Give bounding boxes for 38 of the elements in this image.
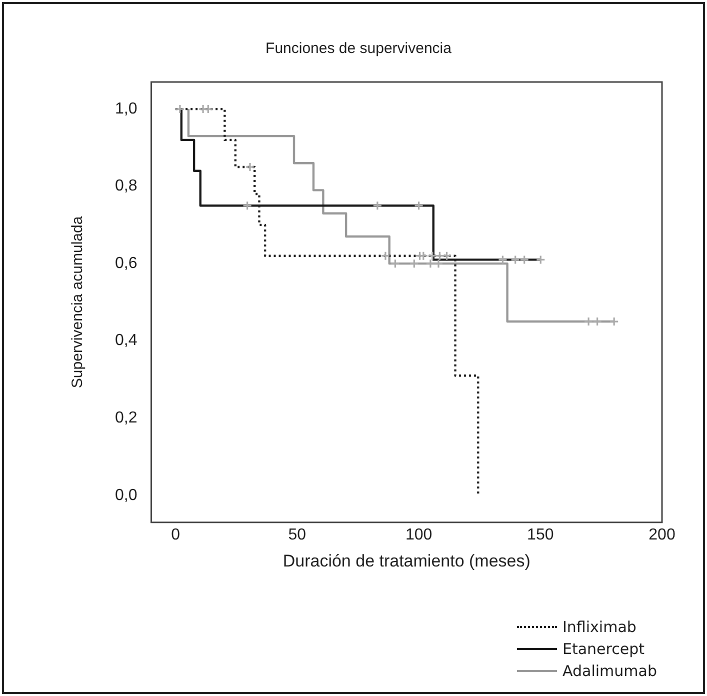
x-tick-label: 150 [527,526,554,544]
point [426,258,436,268]
point [414,200,424,210]
point [380,251,390,261]
legend-label: Infliximab [562,618,636,636]
point [584,316,594,326]
point [434,251,444,261]
point [372,200,382,210]
y-tick-label: 0,6 [114,254,138,272]
legend-label: Adalimumab [562,662,657,680]
chart-title: Funciones de supervivencia [266,40,452,58]
y-tick-label: 0,4 [114,332,138,350]
point [434,258,444,268]
x-tick-label: 0 [171,526,180,544]
y-tick-label: 0,0 [114,486,138,504]
legend-label: Etanercept [562,640,645,658]
point [520,254,530,265]
point [498,254,508,265]
x-axis-title: Duración de tratamiento (meses) [282,551,530,570]
y-tick-label: 1,0 [114,100,138,118]
point [175,104,185,114]
point [203,104,213,114]
point [510,254,520,265]
point [592,316,602,326]
point [245,162,255,172]
y-axis-title: Supervivencia acumulada [69,216,86,388]
point [442,251,452,261]
point [242,200,252,210]
x-tick-label: 200 [648,526,676,544]
point [536,254,546,265]
y-tick-label: 0,2 [114,410,138,426]
point [390,258,400,268]
x-tick-label: 50 [288,526,306,544]
point [609,316,619,326]
y-tick-label: 0,8 [114,178,138,195]
point [409,258,419,268]
x-tick-label: 100 [405,526,432,544]
point [428,251,438,261]
